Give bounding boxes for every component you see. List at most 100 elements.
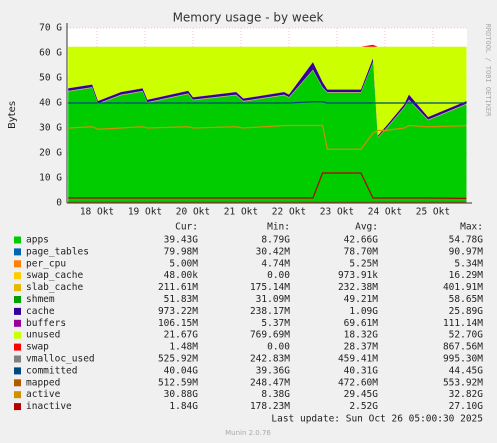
legend-stat: 5.34M xyxy=(454,258,483,269)
legend-stat: 248.47M xyxy=(250,377,290,388)
legend-stat: 1.48M xyxy=(169,342,198,353)
x-tick-label: 20 Okt xyxy=(176,207,210,218)
legend-stat: 5.00M xyxy=(169,258,198,269)
legend-header: Max: xyxy=(460,222,483,233)
legend-swatch xyxy=(14,284,21,292)
x-tick-label: 24 Okt xyxy=(368,207,402,218)
line xyxy=(68,124,467,150)
legend-label: committed xyxy=(26,365,77,376)
legend-stat: 973.91k xyxy=(338,270,378,281)
legend-stat: 401.91M xyxy=(443,282,483,293)
legend-swatch xyxy=(14,236,21,244)
x-tick-label: 25 Okt xyxy=(416,207,450,218)
x-tick-label: 23 Okt xyxy=(320,207,354,218)
y-tick-label: 70 G xyxy=(39,23,62,34)
legend-stat: 78.70M xyxy=(344,246,379,257)
legend-swatch xyxy=(14,355,21,363)
legend-label: apps xyxy=(26,235,49,246)
legend-stat: 4.74M xyxy=(261,258,290,269)
x-tick-label: 19 Okt xyxy=(128,207,162,218)
area xyxy=(68,44,467,47)
legend-stat: 42.66G xyxy=(344,235,379,246)
legend-stat: 58.65M xyxy=(449,294,484,305)
x-tick-label: 22 Okt xyxy=(272,207,306,218)
legend-label: inactive xyxy=(26,401,72,412)
legend-stat: 472.60M xyxy=(338,377,378,388)
legend-label: active xyxy=(26,389,61,400)
legend-label: slab_cache xyxy=(26,282,83,293)
legend-stat: 111.14M xyxy=(443,318,483,329)
legend-header: Avg: xyxy=(355,222,378,233)
side-text: RRDTOOL / TOBI OETIKER xyxy=(484,24,492,118)
legend-stat: 44.45G xyxy=(449,365,484,376)
legend-stat: 28.37M xyxy=(344,342,379,353)
legend-stat: 512.59M xyxy=(158,377,198,388)
legend-stat: 30.88G xyxy=(164,389,199,400)
legend-label: cache xyxy=(26,306,55,317)
legend-stat: 1.84G xyxy=(169,401,198,412)
legend-swatch xyxy=(14,307,21,315)
legend-swatch xyxy=(14,331,21,339)
legend-header: Min: xyxy=(267,222,290,233)
version: Munin 2.0.76 xyxy=(225,429,271,437)
y-tick-label: 60 G xyxy=(39,48,62,59)
legend-swatch xyxy=(14,319,21,327)
legend-label: swap_cache xyxy=(26,270,83,281)
legend-stat: 973.22M xyxy=(158,306,198,317)
x-tick-label: 21 Okt xyxy=(224,207,258,218)
legend-stat: 995.30M xyxy=(443,354,483,365)
legend-stat: 0.00 xyxy=(267,342,290,353)
legend-stat: 51.83M xyxy=(164,294,199,305)
x-tick-label: 18 Okt xyxy=(80,207,114,218)
legend-label: per_cpu xyxy=(26,258,66,269)
y-tick-label: 0 xyxy=(56,198,62,209)
legend-stat: 106.15M xyxy=(158,318,198,329)
legend-stat: 5.25M xyxy=(349,258,378,269)
legend-stat: 90.97M xyxy=(449,246,484,257)
legend-stat: 54.78G xyxy=(449,235,484,246)
legend-swatch xyxy=(14,260,21,268)
area xyxy=(68,46,467,136)
legend-stat: 39.43G xyxy=(164,235,199,246)
legend-swatch xyxy=(14,391,21,399)
legend-stat: 27.10G xyxy=(449,401,484,412)
legend-stat: 0.00 xyxy=(267,270,290,281)
legend-stat: 16.29M xyxy=(449,270,484,281)
legend-label: mapped xyxy=(26,377,60,388)
legend-label: swap xyxy=(26,342,49,353)
legend-swatch xyxy=(14,403,21,411)
legend-stat: 48.00k xyxy=(164,270,199,281)
y-tick-label: 40 G xyxy=(39,98,62,109)
line xyxy=(68,101,467,104)
legend-swatch xyxy=(14,343,21,351)
legend-stat: 242.83M xyxy=(250,354,290,365)
legend-header: Cur: xyxy=(175,222,198,233)
legend-stat: 29.45G xyxy=(344,389,379,400)
legend-stat: 211.61M xyxy=(158,282,198,293)
legend-label: unused xyxy=(26,330,60,341)
legend-stat: 867.56M xyxy=(443,342,483,353)
legend-stat: 32.82G xyxy=(449,389,484,400)
legend-swatch xyxy=(14,296,21,303)
area xyxy=(68,63,467,203)
legend-stat: 232.38M xyxy=(338,282,378,293)
legend-stat: 553.92M xyxy=(443,377,483,388)
legend-stat: 769.69M xyxy=(250,330,290,341)
legend-swatch xyxy=(14,248,21,256)
legend-stat: 79.98M xyxy=(164,246,199,257)
legend-stat: 18.32G xyxy=(344,330,379,341)
legend-stat: 8.38G xyxy=(261,389,290,400)
legend-stat: 40.31G xyxy=(344,365,379,376)
legend-stat: 30.42M xyxy=(256,246,291,257)
legend-stat: 8.79G xyxy=(261,235,290,246)
legend-stat: 5.37M xyxy=(261,318,290,329)
legend-label: shmem xyxy=(26,294,55,305)
legend-stat: 525.92M xyxy=(158,354,198,365)
line xyxy=(68,172,467,199)
legend-swatch xyxy=(14,379,21,387)
legend-stat: 39.36G xyxy=(256,365,291,376)
legend-stat: 25.89G xyxy=(449,306,484,317)
legend-stat: 40.04G xyxy=(164,365,199,376)
legend-label: vmalloc_used xyxy=(26,354,95,365)
